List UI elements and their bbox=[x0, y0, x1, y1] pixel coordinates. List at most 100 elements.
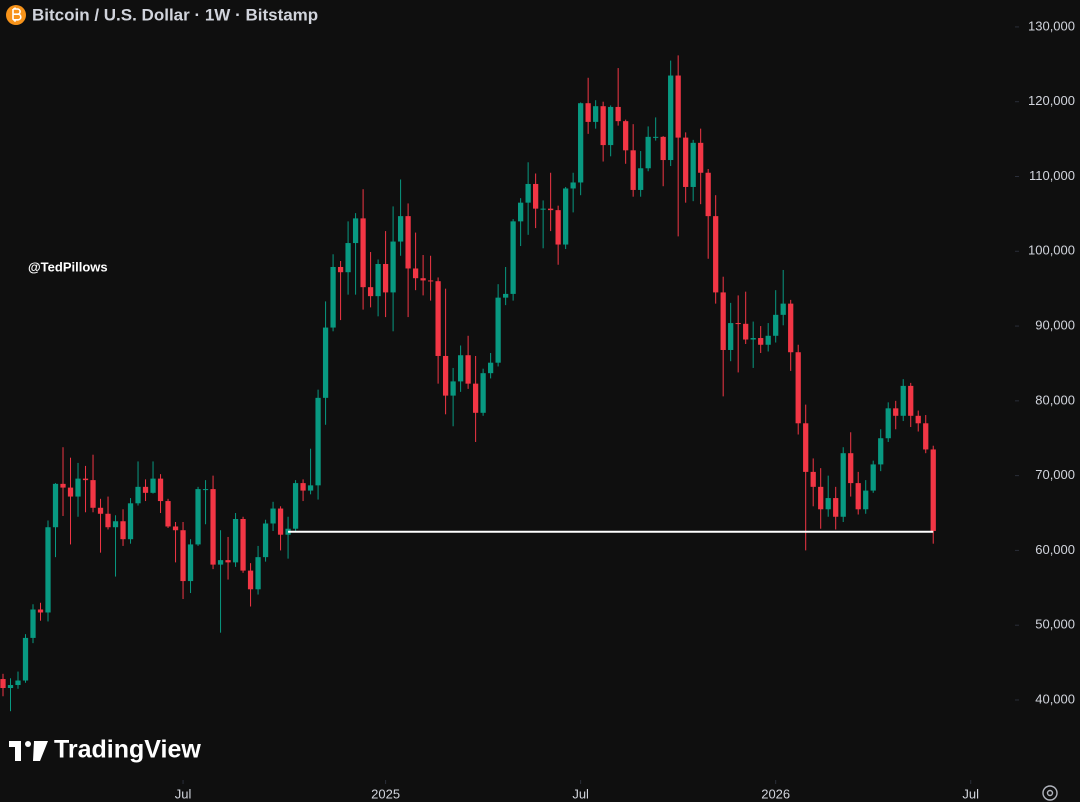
candle-body bbox=[705, 172, 711, 217]
settings-icon-core[interactable] bbox=[1046, 789, 1054, 797]
candle-body bbox=[533, 183, 539, 209]
candle-body bbox=[885, 408, 891, 439]
x-tick-label: Jul bbox=[572, 786, 589, 801]
candle-body bbox=[795, 352, 801, 424]
candle-body bbox=[277, 508, 284, 535]
candle-body bbox=[525, 183, 531, 203]
candle-body bbox=[878, 438, 884, 465]
brand-name: TradingView bbox=[54, 736, 201, 764]
plot-area bbox=[0, 26, 1019, 784]
candle-body bbox=[870, 464, 876, 491]
candle-body bbox=[322, 327, 329, 398]
y-tick-label: 70,000 bbox=[1035, 467, 1075, 482]
candle-body bbox=[510, 221, 516, 294]
candle-body bbox=[570, 182, 576, 189]
candle-body bbox=[165, 501, 171, 527]
candle-body bbox=[442, 355, 449, 396]
candle-body bbox=[405, 216, 411, 269]
candle-body bbox=[623, 121, 629, 151]
x-tick-label: Jul bbox=[175, 786, 192, 801]
y-tick-label: 130,000 bbox=[1028, 18, 1075, 33]
brand-logo-dot bbox=[25, 741, 31, 747]
y-tick-label: 100,000 bbox=[1028, 243, 1075, 258]
candle-body bbox=[390, 241, 396, 293]
candle-body bbox=[142, 486, 149, 493]
candle-body bbox=[135, 486, 141, 504]
y-tick-label: 120,000 bbox=[1028, 93, 1075, 108]
candle-body bbox=[825, 498, 831, 510]
y-tick-label: 60,000 bbox=[1035, 542, 1075, 557]
candle-body bbox=[630, 150, 636, 190]
candle-body bbox=[90, 480, 96, 508]
candle-body bbox=[360, 218, 366, 288]
candle-body bbox=[450, 381, 456, 396]
candle-body bbox=[893, 408, 899, 416]
candle-body bbox=[292, 483, 299, 529]
candle-body bbox=[255, 557, 261, 590]
candle-body bbox=[750, 338, 756, 340]
candle-body bbox=[315, 397, 321, 486]
candle-body bbox=[495, 297, 501, 363]
watermark: @TedPillows bbox=[28, 259, 108, 274]
y-tick-label: 110,000 bbox=[1029, 168, 1075, 183]
candle-body bbox=[563, 188, 569, 245]
candle-body bbox=[45, 527, 51, 613]
candle-body bbox=[37, 609, 44, 613]
candle-body bbox=[593, 106, 599, 122]
candle-body bbox=[352, 218, 359, 244]
candle-body bbox=[758, 338, 764, 345]
candle-body bbox=[217, 560, 224, 565]
candle-body bbox=[645, 136, 651, 169]
candle-body bbox=[675, 75, 681, 138]
candle-body bbox=[22, 637, 29, 681]
y-tick-label: 50,000 bbox=[1035, 617, 1075, 632]
brand-logo-mark bbox=[9, 741, 48, 761]
candle-body bbox=[307, 485, 314, 491]
candle-body bbox=[743, 323, 749, 340]
settings-icon[interactable] bbox=[1042, 785, 1058, 801]
candle-body bbox=[247, 570, 254, 590]
candle-body bbox=[863, 490, 869, 510]
settings-icon-ring[interactable] bbox=[1042, 785, 1058, 801]
candle-body bbox=[97, 507, 104, 514]
candle-body bbox=[608, 106, 614, 146]
candle-body bbox=[840, 453, 846, 517]
candle-body bbox=[788, 303, 794, 353]
candle-body bbox=[472, 383, 479, 413]
candle-body bbox=[683, 137, 689, 187]
candle-body bbox=[915, 415, 921, 424]
candle-body bbox=[487, 362, 494, 374]
candle-body bbox=[30, 609, 36, 638]
candle-body bbox=[337, 266, 344, 273]
candle-body bbox=[345, 243, 351, 273]
candle-body bbox=[397, 216, 404, 242]
candle-body bbox=[202, 489, 209, 491]
candle-body bbox=[668, 75, 674, 161]
candle-body bbox=[382, 263, 389, 293]
candle-body bbox=[600, 106, 606, 146]
candle-body bbox=[195, 489, 201, 545]
candle-body bbox=[82, 478, 89, 481]
candle-body bbox=[923, 423, 929, 450]
chart-title: Bitcoin / U.S. Dollar · 1W · Bitstamp bbox=[32, 5, 318, 24]
candle-body bbox=[855, 483, 861, 510]
candle-body bbox=[518, 202, 524, 222]
candle-body bbox=[765, 335, 771, 345]
candle-body bbox=[818, 486, 824, 510]
candle-body bbox=[0, 679, 6, 689]
candle-body bbox=[735, 323, 741, 325]
candle-body bbox=[67, 487, 74, 497]
candle-body bbox=[465, 355, 471, 384]
candle-body bbox=[690, 142, 696, 187]
candle-body bbox=[427, 280, 434, 282]
candle-body bbox=[578, 103, 584, 183]
candle-body bbox=[585, 103, 591, 122]
bitcoin-icon-glyph bbox=[12, 7, 22, 22]
candle-body bbox=[210, 489, 216, 565]
candle-body bbox=[930, 449, 936, 531]
candle-body bbox=[780, 303, 786, 315]
candle-body bbox=[480, 373, 486, 413]
candle-body bbox=[615, 106, 621, 122]
candle-body bbox=[412, 268, 419, 279]
